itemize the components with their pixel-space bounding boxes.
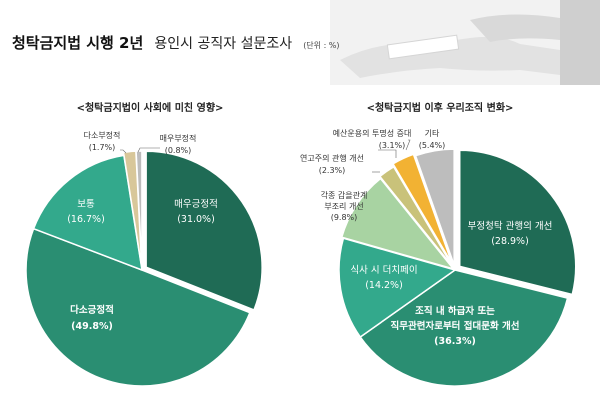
value-nepotism: (2.3%): [319, 166, 346, 175]
label-gapeul-line1: 각종 갑을관계: [321, 190, 368, 200]
label-nepotism: 연고주의 관행 개선: [300, 153, 364, 163]
value-gapeul: (9.8%): [331, 213, 358, 222]
label-neutral: 보통: [77, 199, 95, 210]
pie2-slice-3: [340, 177, 456, 271]
label-very-negative: 매우부정적: [160, 133, 197, 143]
label-dutch-pay: 식사 시 더치페이: [350, 264, 417, 276]
pie2-slice-1: [359, 269, 569, 387]
leader-lines-left: [120, 147, 160, 154]
labels-right: 부정청탁 관행의 개선 (28.9%) 조직 내 하급자 또는 직무관련자로부터…: [300, 128, 552, 347]
leader-lines-right: [372, 139, 411, 173]
pie2-slice-2: [338, 237, 457, 339]
value-budget-transparency: (3.1%): [379, 141, 406, 150]
labels-left: 매우긍정적 (31.0%) 다소긍정적 (49.8%) 보통 (16.7%) 다…: [67, 130, 218, 332]
label-somewhat-positive: 다소긍정적: [70, 304, 114, 316]
value-very-negative: (0.8%): [165, 146, 192, 155]
unit-note: (단위 : %): [303, 40, 339, 50]
value-very-positive: (31.0%): [177, 214, 215, 225]
label-entertainment-line2: 직무관련자로부터 접대문화 개선: [391, 320, 520, 332]
label-budget-transparency: 예산운용의 투명성 증대: [333, 128, 412, 138]
value-dutch-pay: (14.2%): [365, 280, 403, 291]
title-bold: 청탁금지법 시행 2년: [12, 34, 143, 52]
label-other: 기타: [425, 129, 440, 138]
value-neutral: (16.7%): [67, 214, 105, 225]
decorative-photo-image: [330, 0, 600, 85]
pie1-slice-1: [25, 227, 251, 387]
pie1-slice-0: [145, 150, 263, 311]
label-very-positive: 매우긍정적: [174, 198, 218, 210]
page-title: 청탁금지법 시행 2년 용인시 공직자 설문조사 (단위 : %): [12, 33, 340, 52]
pie2-slice-5: [391, 153, 453, 265]
pie1-slice-2: [32, 154, 143, 272]
label-somewhat-negative: 다소부정적: [84, 130, 121, 140]
label-solicitation-improve: 부정청탁 관행의 개선: [468, 220, 553, 232]
value-other: (5.4%): [419, 141, 446, 150]
title-rest: 용인시 공직자 설문조사: [154, 36, 292, 52]
value-solicitation-improve: (28.9%): [491, 236, 529, 247]
chart-2-title: <청탁금지법 이후 우리조직 변화>: [367, 101, 514, 114]
pie-chart-organization-change: [338, 148, 577, 387]
label-gapeul-line2: 부조리 개선: [324, 201, 363, 211]
pie-chart-social-impact: [25, 150, 263, 387]
chart-1-title: <청탁금지법이 사회에 미친 영향>: [77, 101, 224, 114]
value-somewhat-negative: (1.7%): [89, 143, 116, 152]
value-somewhat-positive: (49.8%): [71, 321, 113, 332]
value-entertainment: (36.3%): [434, 336, 476, 347]
pie2-slice-0: [458, 149, 577, 296]
pie1-slice-4: [135, 150, 143, 268]
pie2-slice-4: [378, 165, 454, 268]
pie2-slice-6: [414, 148, 455, 266]
label-entertainment-line1: 조직 내 하급자 또는: [415, 305, 495, 317]
